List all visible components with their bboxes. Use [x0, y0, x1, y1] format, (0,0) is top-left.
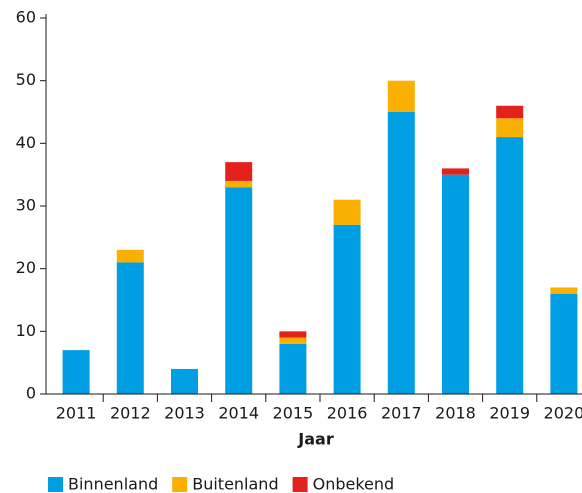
y-tick-label: 60	[16, 8, 36, 27]
bar-segment	[225, 180, 253, 188]
bar-segment	[333, 199, 361, 225]
legend-label: Onbekend	[313, 475, 395, 493]
x-tick-label: 2017	[381, 404, 422, 423]
bar-segment	[496, 137, 524, 395]
x-tick-label: 2011	[56, 404, 97, 423]
legend-swatch	[48, 477, 63, 492]
bar-segment	[333, 224, 361, 394]
x-tick-label: 2014	[218, 404, 259, 423]
bar-segment	[496, 105, 524, 119]
bar-segment	[496, 118, 524, 138]
legend-swatch	[292, 477, 308, 492]
bar-segment	[116, 262, 144, 394]
bar-segment	[550, 293, 578, 394]
legend-label: Binnenland	[68, 475, 158, 493]
bar-segment	[279, 337, 307, 344]
y-tick-label: 40	[16, 133, 36, 152]
legend-label: Buitenland	[192, 475, 278, 493]
y-tick-label: 20	[16, 258, 36, 277]
bar-segment	[550, 287, 578, 294]
y-tick-label: 10	[16, 321, 36, 340]
x-tick-label: 2019	[489, 404, 530, 423]
y-tick-label: 50	[16, 70, 36, 89]
bar-segment	[442, 168, 469, 175]
y-tick-label: 0	[26, 384, 36, 403]
x-tick-label: 2013	[164, 404, 205, 423]
bar-segment	[387, 80, 415, 112]
bar-segment	[225, 162, 253, 181]
bar-segment	[171, 368, 198, 394]
y-tick-label: 30	[16, 196, 36, 215]
x-tick-label: 2016	[327, 404, 368, 423]
x-tick-label: 2018	[435, 404, 476, 423]
bar-segment	[279, 331, 307, 338]
bar-segment	[116, 249, 144, 263]
x-tick-label: 2015	[273, 404, 314, 423]
x-axis-label: Jaar	[297, 430, 334, 449]
bar-segment	[225, 187, 253, 394]
bar-segment	[62, 350, 90, 394]
bar-segment	[279, 343, 307, 394]
x-tick-label: 2020	[544, 404, 582, 423]
legend-swatch	[172, 477, 188, 492]
bar-segment	[442, 174, 469, 394]
bar-segment	[387, 112, 415, 394]
x-tick-label: 2012	[110, 404, 151, 423]
